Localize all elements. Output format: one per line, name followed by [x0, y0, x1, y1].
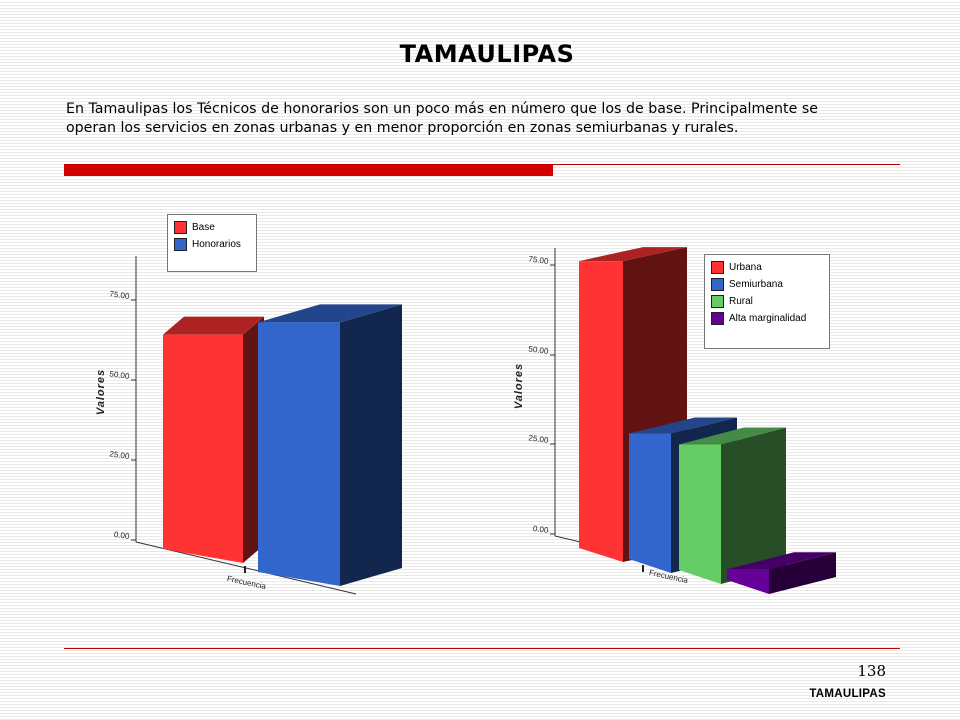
divider-line-bottom [64, 648, 900, 649]
chart-1-y-axis-label: Valores [95, 369, 107, 415]
page-number: 138 [857, 662, 886, 680]
chart-1-bar-2 [258, 322, 340, 586]
footer-label: TAMAULIPAS [809, 688, 886, 700]
chart-1-bar-2-top [258, 304, 402, 323]
chart-2-legend-item: Urbana [711, 259, 824, 276]
chart-2-bar-2-top [629, 417, 737, 434]
chart-1-legend-item: Base [174, 219, 251, 236]
description-line-2: operan los servicios en zonas urbanas y … [66, 120, 739, 136]
chart-2-bar-4-top [727, 552, 836, 570]
chart-2-bar-1 [579, 261, 623, 562]
accent-bar [64, 165, 553, 176]
chart-1-y-tick-label: 75.00 [109, 289, 131, 301]
chart-1-legend-swatch [174, 221, 187, 234]
chart-1-bar-1-top [163, 316, 264, 335]
chart-2-legend: Urbana Semiurbana Rural Alta marginalidad [704, 254, 830, 349]
description-text: En Tamaulipas los Técnicos de honorarios… [66, 100, 926, 138]
chart-2-bar-1-top [579, 247, 687, 262]
chart-2-legend-swatch [711, 295, 724, 308]
chart-2-y-tick-label: 25.00 [528, 433, 550, 445]
chart-1-legend: Base Honorarios [167, 214, 257, 272]
chart-1-legend-item: Honorarios [174, 236, 251, 253]
chart-2-bar-3-top [679, 427, 786, 445]
chart-2-legend-swatch [711, 261, 724, 274]
chart-2-y-tick-label: 50.00 [528, 344, 550, 356]
chart-2-y-axis-label: Valores [513, 363, 525, 409]
chart-2-bar-2 [629, 433, 671, 573]
chart-2-bar-4 [727, 569, 769, 594]
chart-2-legend-item: Alta marginalidad [711, 310, 824, 327]
chart-2-bar-4-side [769, 552, 836, 594]
chart-1-y-tick-label: 0.00 [113, 530, 130, 541]
chart-2-bar-3 [679, 444, 721, 584]
divider-line-top [64, 164, 900, 165]
chart-2-legend-swatch [711, 312, 724, 325]
chart-2-y-tick-label: 75.00 [528, 254, 550, 266]
chart-1-y-tick-label: 50.00 [109, 369, 131, 381]
chart-2-legend-label: Urbana [729, 262, 762, 273]
chart-2-legend-label: Rural [729, 296, 753, 307]
chart-1-y-tick-label: 25.00 [109, 449, 131, 461]
chart-2-legend-item: Rural [711, 293, 824, 310]
chart-2-bar-3-side [721, 427, 786, 584]
chart-1-legend-label: Honorarios [192, 239, 241, 250]
chart-1-bar-2-side [340, 304, 402, 586]
description-line-1: En Tamaulipas los Técnicos de honorarios… [66, 101, 818, 117]
chart-1-bar-1 [163, 334, 243, 563]
chart-2-legend-label: Semiurbana [729, 279, 783, 290]
chart-2-legend-item: Semiurbana [711, 276, 824, 293]
chart-2-y-tick-label: 0.00 [532, 524, 549, 535]
chart-2-legend-label: Alta marginalidad [729, 313, 807, 324]
chart-2-legend-swatch [711, 278, 724, 291]
chart-1-x-tick-label: Frecuencia [226, 574, 267, 591]
chart-1-legend-label: Base [192, 222, 215, 233]
chart-1-legend-swatch [174, 238, 187, 251]
page-title: TAMAULIPAS [399, 40, 575, 68]
